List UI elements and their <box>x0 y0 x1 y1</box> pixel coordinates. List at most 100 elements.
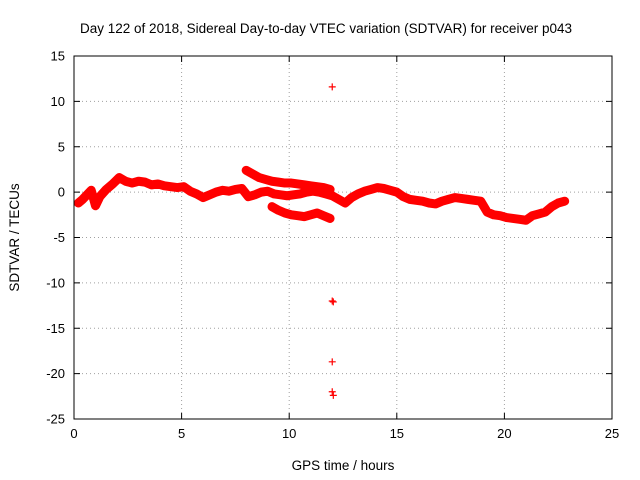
y-tick-label: 10 <box>51 94 65 109</box>
data-point <box>87 186 96 195</box>
data-point <box>274 206 283 215</box>
data-point <box>405 195 414 204</box>
data-point <box>515 215 524 224</box>
data-point <box>289 190 298 199</box>
data-point <box>179 182 188 191</box>
data-point <box>250 190 259 199</box>
points-layer <box>73 83 570 399</box>
data-point <box>212 188 221 197</box>
x-tick-label: 5 <box>178 426 185 441</box>
y-tick-label: -5 <box>53 230 65 245</box>
y-tick-label: -20 <box>46 366 65 381</box>
data-point <box>392 188 401 197</box>
data-point <box>425 199 434 208</box>
data-point <box>418 197 427 206</box>
data-point <box>502 213 511 222</box>
data-point <box>287 179 296 188</box>
data-point <box>263 187 272 196</box>
data-point <box>489 210 498 219</box>
data-point <box>554 199 563 208</box>
data-point <box>141 178 150 187</box>
data-point <box>205 190 214 199</box>
data-point <box>173 183 182 192</box>
data-point <box>115 173 124 182</box>
data-point <box>528 211 537 220</box>
data-point <box>483 208 492 217</box>
data-point <box>160 181 169 190</box>
data-point <box>199 193 208 202</box>
data-point <box>366 185 375 194</box>
data-point <box>192 189 201 198</box>
data-point <box>319 211 328 220</box>
data-point <box>399 192 408 201</box>
data-point <box>108 179 117 188</box>
data-point <box>274 178 283 187</box>
data-point <box>218 186 227 195</box>
data-point <box>457 194 466 203</box>
data-point <box>128 179 137 188</box>
data-point <box>334 195 343 204</box>
x-tick-label: 0 <box>70 426 77 441</box>
data-point <box>560 197 569 206</box>
data-point <box>74 199 83 208</box>
data-point <box>319 183 328 192</box>
data-point <box>257 188 266 197</box>
data-point <box>373 183 382 192</box>
data-point <box>244 192 253 201</box>
y-tick-label: 5 <box>58 139 65 154</box>
data-point <box>267 177 276 186</box>
data-point <box>360 187 369 196</box>
y-tick-label: 0 <box>58 185 65 200</box>
data-point <box>82 190 91 199</box>
data-point <box>300 180 309 189</box>
data-point <box>231 185 240 194</box>
data-point <box>276 190 285 199</box>
data-point <box>237 184 246 193</box>
data-point <box>270 189 279 198</box>
data-point <box>450 193 459 202</box>
data-point <box>255 173 264 182</box>
data-point <box>354 189 363 198</box>
data-point <box>534 209 543 218</box>
data-point <box>224 187 233 196</box>
data-point <box>326 185 335 194</box>
grid-layer <box>74 56 612 419</box>
data-point <box>379 184 388 193</box>
ticks-layer: 0 5 10 15 20 25 -25 -20 -15 -10 -5 0 5 10 15 <box>46 49 619 442</box>
data-point <box>91 201 100 210</box>
data-point <box>412 196 421 205</box>
data-point <box>287 210 296 219</box>
x-tick-label: 20 <box>497 426 511 441</box>
y-tick-label: 15 <box>51 49 65 64</box>
data-point <box>293 211 302 220</box>
data-point <box>295 189 304 198</box>
data-point <box>496 211 505 220</box>
data-point <box>326 214 335 223</box>
x-tick-label: 25 <box>605 426 619 441</box>
data-point <box>470 196 479 205</box>
data-point <box>280 208 289 217</box>
chart-title: Day 122 of 2018, Sidereal Day-to-day VTE… <box>80 21 572 36</box>
x-tick-label: 15 <box>390 426 404 441</box>
data-point <box>509 214 518 223</box>
data-point <box>102 185 111 194</box>
data-point <box>153 179 162 188</box>
data-point <box>267 202 276 211</box>
data-point <box>431 199 440 208</box>
data-point <box>121 177 130 186</box>
data-point <box>328 297 336 305</box>
data-point <box>328 358 336 366</box>
data-point <box>78 195 87 204</box>
data-point <box>306 181 315 190</box>
y-axis-label: SDTVAR / TECUs <box>7 183 22 292</box>
data-point <box>261 175 270 184</box>
data-point <box>437 197 446 206</box>
data-point <box>476 197 485 206</box>
data-point <box>547 202 556 211</box>
data-point <box>328 388 336 396</box>
data-point <box>166 182 175 191</box>
data-point <box>329 391 337 399</box>
data-point <box>444 195 453 204</box>
y-tick-label: -25 <box>46 412 65 427</box>
